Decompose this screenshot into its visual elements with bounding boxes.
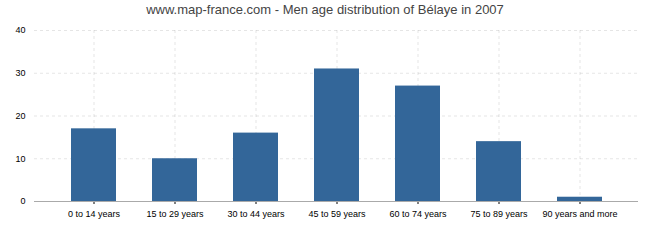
svg-text:30: 30: [15, 68, 25, 78]
svg-text:30 to 44 years: 30 to 44 years: [227, 209, 285, 219]
svg-text:90 years and more: 90 years and more: [542, 209, 617, 219]
html-text:www.map-france.com - Men age d: www.map-france.com - Men age distributio…: [146, 2, 504, 17]
svg-text:0 to 14 years: 0 to 14 years: [68, 209, 121, 219]
svg-text:10: 10: [15, 154, 25, 164]
svg-text:20: 20: [15, 111, 25, 121]
svg-text:15 to 29 years: 15 to 29 years: [146, 209, 204, 219]
svg-text:75 to 89 years: 75 to 89 years: [470, 209, 528, 219]
svg-text:45 to 59 years: 45 to 59 years: [308, 209, 366, 219]
svg-text:40: 40: [15, 25, 25, 35]
svg-text:60 to 74 years: 60 to 74 years: [389, 209, 447, 219]
svg-text:0: 0: [20, 196, 25, 206]
